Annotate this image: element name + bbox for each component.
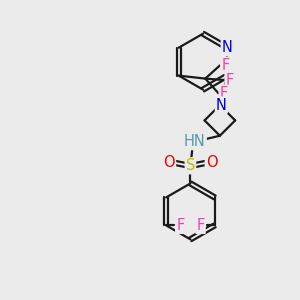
Text: F: F <box>176 218 184 233</box>
Text: F: F <box>196 218 205 233</box>
Text: F: F <box>226 73 234 88</box>
Text: N: N <box>216 98 227 112</box>
Text: F: F <box>220 86 228 101</box>
Text: O: O <box>164 155 175 170</box>
Text: N: N <box>222 40 233 55</box>
Text: HN: HN <box>184 134 206 149</box>
Text: S: S <box>186 158 195 173</box>
Text: F: F <box>221 58 230 73</box>
Text: O: O <box>206 155 218 170</box>
